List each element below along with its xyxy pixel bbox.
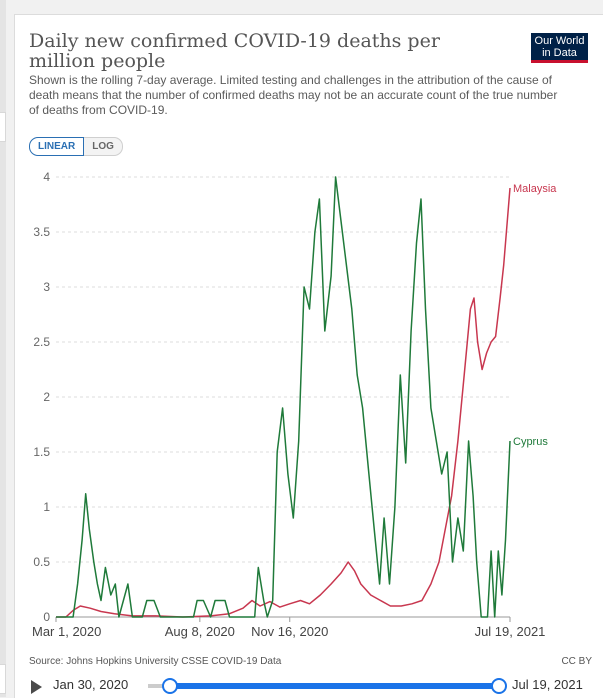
source-note[interactable]: Source: Johns Hopkins University CSSE CO… [29,656,282,667]
left-edge-tab[interactable] [0,112,6,142]
y-tick-label: 3.5 [33,225,50,239]
linear-scale-button[interactable]: LINEAR [29,137,85,156]
owid-logo[interactable]: Our World in Data [531,33,588,63]
chart-subtitle: Shown is the rolling 7-day average. Limi… [29,73,558,117]
timeline-slider: Jan 30, 2020 Jul 19, 2021 [15,675,603,697]
timeline-end-label: Jul 19, 2021 [512,677,583,692]
series-line-malaysia [56,187,511,618]
play-icon[interactable] [31,680,42,694]
left-edge-tab[interactable] [0,664,6,694]
license-note[interactable]: CC BY [561,656,592,667]
timeline-end-handle[interactable] [491,678,507,694]
series-line-cyprus [56,176,511,618]
log-scale-button[interactable]: LOG [84,137,123,156]
chart-title: Daily new confirmed COVID-19 deaths per … [29,30,440,72]
y-tick-label: 1 [43,500,50,514]
line-chart: 0 0.5 1 1.5 2 2.5 3 3.5 4 Mar 1, 2020 Aug 8, 2020 N… [32,170,557,639]
x-tick-label: Aug 8, 2020 [165,624,235,639]
logo-line-2: in Data [542,47,577,59]
x-tick-label: Nov 16, 2020 [251,624,328,639]
y-tick-label: 3 [43,280,50,294]
chart-card: Daily new confirmed COVID-19 deaths per … [14,14,603,698]
timeline-start-handle[interactable] [162,678,178,694]
logo-line-1: Our World [534,35,585,47]
y-tick-label: 0 [43,610,50,624]
y-tick-label: 2.5 [33,335,50,349]
scale-toggle: LINEAR LOG [29,137,123,156]
y-tick-label: 1.5 [33,445,50,459]
series-label-cyprus: Cyprus [513,436,548,448]
left-edge-panel [0,0,6,697]
y-tick-label: 2 [43,390,50,404]
series-label-malaysia: Malaysia [513,183,557,195]
x-tick-label: Jul 19, 2021 [475,624,546,639]
timeline-start-label: Jan 30, 2020 [53,677,129,692]
y-tick-label: 0.5 [33,555,50,569]
timeline-track[interactable] [169,683,499,689]
timeline-track-unselected [148,684,164,688]
y-tick-label: 4 [43,170,50,184]
x-tick-label: Mar 1, 2020 [32,624,101,639]
